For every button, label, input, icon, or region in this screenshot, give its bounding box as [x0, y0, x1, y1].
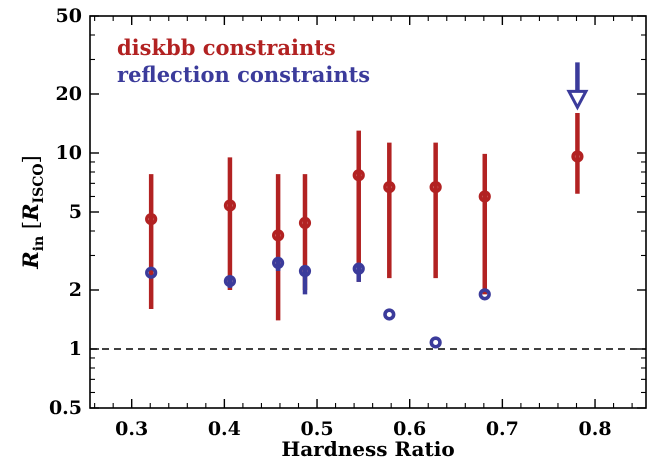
- data-point: [298, 264, 312, 278]
- y-axis-title-sub: in: [31, 236, 47, 252]
- data-point: [429, 336, 442, 349]
- legend-entry-diskbb: diskbb constraints: [117, 35, 336, 60]
- data-point: [272, 229, 285, 242]
- y-axis-title-open-bracket: [: [19, 221, 43, 236]
- x-tick-label: 0.6: [393, 418, 426, 440]
- data-point: [298, 216, 312, 229]
- y-tick-label: 1: [69, 338, 82, 360]
- data-point: [223, 275, 237, 288]
- y-tick-label: 0.5: [49, 397, 82, 419]
- y-axis-title-bracket-main: R: [18, 203, 43, 221]
- y-axis-title-main: R: [18, 251, 43, 269]
- x-tick-label: 0.7: [486, 418, 519, 440]
- data-point: [145, 212, 158, 226]
- y-axis-title: Rin [RISCO]: [18, 155, 47, 269]
- data-point: [352, 169, 365, 182]
- data-point: [145, 266, 158, 279]
- y-tick-label: 2: [69, 279, 82, 301]
- data-point: [478, 288, 491, 301]
- data-point: [223, 199, 237, 212]
- data-point: [352, 262, 365, 275]
- data-point: [429, 180, 442, 194]
- y-axis: 0.5 1 2 5 10 20 50: [49, 5, 646, 419]
- x-tick-label: 0.8: [579, 418, 612, 440]
- x-tick-label: 0.4: [208, 418, 241, 440]
- legend-entry-reflection: reflection constraints: [117, 62, 370, 87]
- y-tick-label: 50: [56, 5, 82, 27]
- y-axis-title-bracket-sub: ISCO: [31, 163, 47, 203]
- y-tick-label: 5: [69, 201, 82, 223]
- data-point: [383, 308, 396, 321]
- y-tick-label: 20: [56, 83, 82, 105]
- data-point: [383, 180, 396, 194]
- data-point: [272, 256, 285, 269]
- x-axis: 0.3 0.4 0.5 0.6 0.7 0.8: [94, 16, 633, 440]
- data-point: [478, 190, 491, 203]
- y-axis-title-close-bracket: ]: [19, 155, 43, 163]
- series-diskbb: [145, 112, 584, 321]
- x-tick-label: 0.3: [115, 418, 148, 440]
- data-point: [571, 150, 584, 163]
- series-layer: [145, 62, 589, 349]
- y-tick-label: 10: [56, 142, 82, 164]
- x-tick-label: 0.5: [301, 418, 334, 440]
- upper-limit-marker: [566, 89, 589, 111]
- series-reflection: [145, 62, 589, 349]
- x-axis-title: Hardness Ratio: [281, 437, 454, 461]
- legend: diskbb constraints reflection constraint…: [117, 35, 370, 87]
